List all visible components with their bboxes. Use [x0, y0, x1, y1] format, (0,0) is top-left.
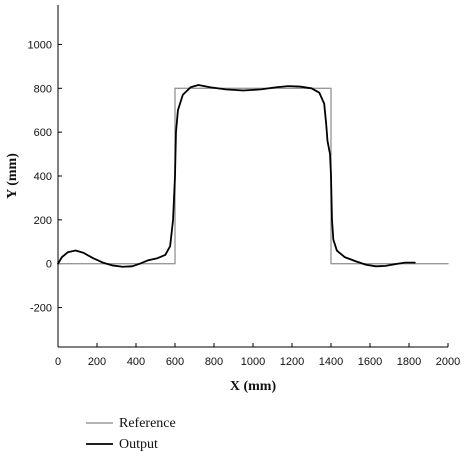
y-axis-label: Y (mm): [5, 153, 20, 199]
x-tick-label: 1200: [280, 356, 304, 368]
x-tick-label: 400: [127, 356, 145, 368]
legend-label-reference: Reference: [119, 416, 176, 431]
x-tick-label: 1400: [319, 356, 343, 368]
x-tick-label: 200: [88, 356, 106, 368]
x-tick-label: 800: [205, 356, 223, 368]
legend-label-output: Output: [119, 437, 158, 452]
y-tick-label: 400: [34, 171, 52, 183]
x-tick-label: 600: [166, 356, 184, 368]
legend: Reference Output: [86, 416, 176, 452]
y-tick-label: 0: [46, 259, 52, 271]
series-line-reference: [57, 87, 449, 265]
x-tick-label: 1800: [397, 356, 421, 368]
axes: 0 200 400 600 800 1000 1200 1400 1600 1800 2000-20…: [28, 5, 460, 368]
series-line-output: [57, 84, 416, 268]
y-tick-label: 200: [34, 215, 52, 227]
x-axis-label: X (mm): [230, 379, 277, 394]
x-tick-label: 1000: [241, 356, 265, 368]
y-tick-label: -200: [30, 303, 52, 315]
axis-labels: X (mm) Y (mm): [5, 153, 276, 394]
plot-lines: [57, 84, 449, 268]
y-tick-label: 800: [34, 83, 52, 95]
y-tick-label: 1000: [28, 39, 52, 51]
x-tick-label: 0: [55, 356, 61, 368]
x-tick-label: 1600: [358, 356, 382, 368]
x-tick-label: 2000: [436, 356, 460, 368]
y-tick-label: 600: [34, 127, 52, 139]
